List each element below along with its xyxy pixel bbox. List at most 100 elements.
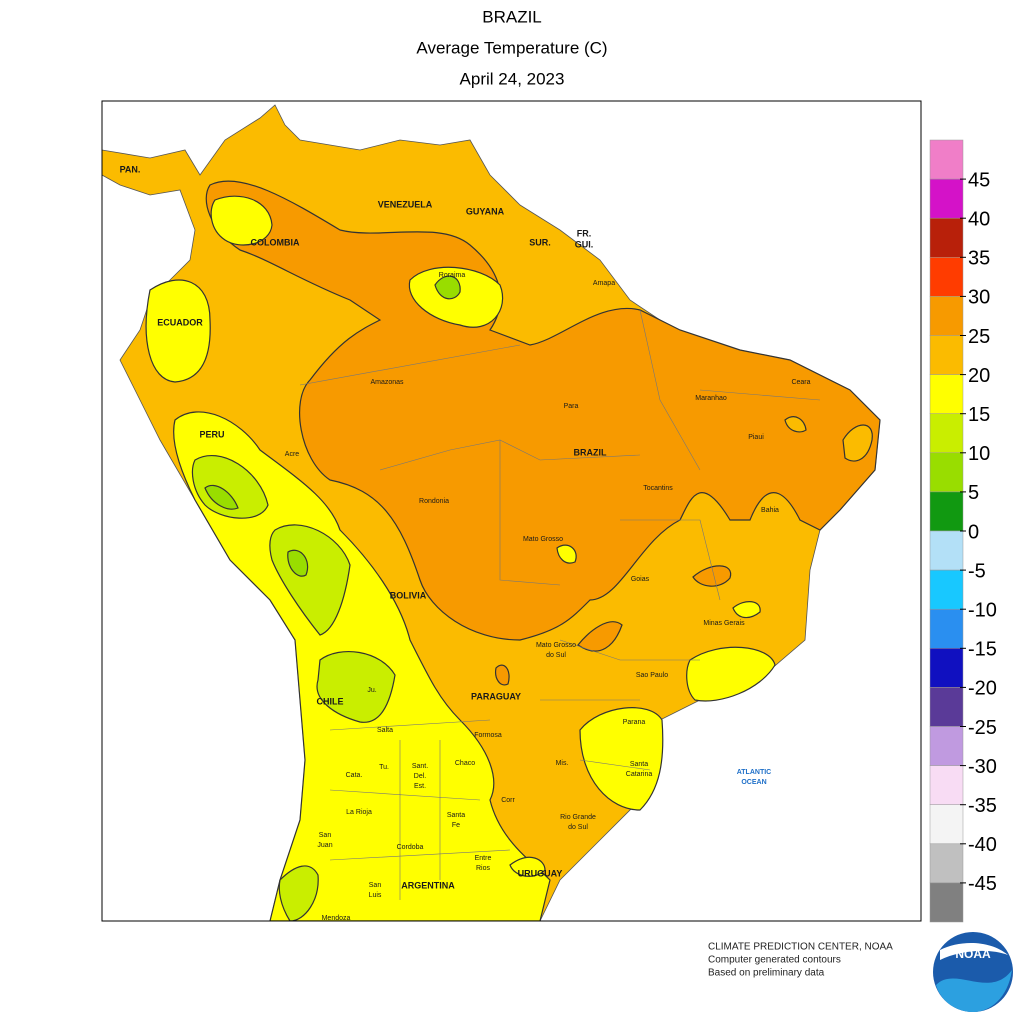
map (102, 101, 921, 921)
zone-5-10 (287, 549, 309, 577)
place-label: Corr (501, 797, 515, 804)
place-label: Del. (414, 773, 427, 780)
place-label: Salta (377, 727, 393, 734)
place-label: Fe (452, 822, 460, 829)
zone-10-15 (316, 651, 396, 723)
legend-swatch (929, 178, 964, 219)
zone-25-30 (692, 565, 732, 587)
place-label: Roraima (439, 272, 466, 279)
place-label: Minas Gerais (703, 620, 745, 627)
legend-swatch (929, 765, 964, 805)
place-label: Santa (447, 812, 465, 819)
place-label: Sant. (412, 763, 428, 770)
legend-tick-label: 5 (968, 482, 979, 504)
place-label: San (319, 832, 332, 839)
place-label: ATLANTIC (737, 769, 771, 776)
zone-20-25 (842, 424, 873, 462)
place-label: BRAZIL (574, 447, 607, 457)
place-label: Parana (623, 719, 646, 726)
zone-5-10 (434, 275, 461, 300)
zone-25-30 (577, 621, 623, 652)
place-label: Est. (414, 783, 426, 790)
legend-tick-label: 0 (968, 521, 979, 543)
legend-tick-label: -10 (968, 599, 997, 621)
place-label: BOLIVIA (390, 590, 427, 600)
zone-15-20 (579, 707, 664, 811)
place-label: PARAGUAY (471, 691, 521, 701)
place-label: Amazonas (370, 379, 404, 386)
legend-tick-label: -25 (968, 717, 997, 739)
map-labels: PAN. VENEZUELA GUYANA SUR. FR.GUI. COLOMBIA Ro… (120, 164, 811, 921)
place-label: Goias (631, 576, 650, 583)
place-label: Mis. (556, 760, 569, 767)
legend-swatch (929, 843, 964, 884)
place-label: do Sul (568, 824, 588, 831)
legend-swatch (929, 452, 964, 493)
footer-line: CLIMATE PREDICTION CENTER, NOAA (708, 942, 893, 953)
place-label: Chaco (455, 760, 475, 767)
place-label: SUR. (529, 237, 551, 247)
footer-line: Based on preliminary data (708, 968, 825, 979)
zone-15-20 (732, 601, 761, 619)
place-label: GUYANA (466, 206, 505, 216)
place-label: Ju. (367, 687, 376, 694)
legend-tick-label: 45 (968, 169, 990, 191)
place-label: ARGENTINA (401, 880, 455, 890)
zone-15-20 (686, 646, 776, 702)
legend-swatch (929, 296, 964, 336)
place-label: Cordoba (397, 844, 424, 851)
place-label: COLOMBIA (251, 237, 300, 247)
legend: 45 40 35 30 25 20 15 10 5 0 -5 -10 -15 -20 -25 -30 -35 -4… (929, 139, 997, 923)
legend-tick-label: -15 (968, 639, 997, 661)
legend-tick-label: -5 (968, 560, 986, 582)
zone-15-20 (509, 856, 546, 877)
zone-10-15 (278, 865, 319, 921)
legend-tick-label: -20 (968, 678, 997, 700)
zone-25-30 (495, 664, 510, 686)
place-label: GUI. (575, 239, 594, 249)
place-label: Tu. (379, 764, 389, 771)
place-label: ECUADOR (157, 317, 203, 327)
legend-swatch (929, 726, 964, 766)
place-label: Catarina (626, 771, 653, 778)
legend-tick-label: 40 (968, 208, 990, 230)
state-border (299, 309, 821, 900)
legend-swatch (929, 374, 964, 414)
place-label: Mendoza (322, 915, 351, 922)
logo-text: NOAA (955, 947, 991, 961)
place-label: Rios (476, 865, 491, 872)
place-label: La Rioja (346, 809, 372, 816)
zone-15-20 (145, 279, 211, 383)
legend-tick-label: -45 (968, 873, 997, 895)
title: BRAZIL (482, 7, 542, 26)
zone-10-15 (191, 455, 269, 519)
place-label: Para (564, 403, 579, 410)
place-label: Mato Grosso (523, 536, 563, 543)
place-label: Bahia (761, 507, 779, 514)
place-label: OCEAN (741, 779, 766, 786)
noaa-logo: NOAA (933, 932, 1013, 1012)
zone-15-20 (210, 195, 273, 246)
legend-swatch (929, 257, 964, 297)
place-label: Rio Grande (560, 814, 596, 821)
place-label: CHILE (317, 696, 344, 706)
date: April 24, 2023 (460, 69, 565, 88)
place-label: Formosa (474, 732, 502, 739)
zone-15-20 (556, 544, 577, 564)
place-label: FR. (577, 228, 592, 238)
subtitle: Average Temperature (C) (416, 38, 607, 57)
legend-swatch (929, 335, 964, 375)
legend-tick-label: 10 (968, 443, 990, 465)
zone-5-10 (204, 484, 239, 510)
place-label: Acre (285, 451, 300, 458)
place-label: Tocantins (643, 485, 673, 492)
legend-swatch (929, 804, 964, 845)
legend-tick-label: 25 (968, 326, 990, 348)
legend-swatch (929, 569, 964, 610)
legend-swatch (929, 882, 964, 923)
place-label: San (369, 882, 382, 889)
legend-tick-label: 20 (968, 365, 990, 387)
legend-swatch (929, 217, 964, 258)
place-label: VENEZUELA (378, 199, 433, 209)
place-label: Entre (475, 855, 492, 862)
